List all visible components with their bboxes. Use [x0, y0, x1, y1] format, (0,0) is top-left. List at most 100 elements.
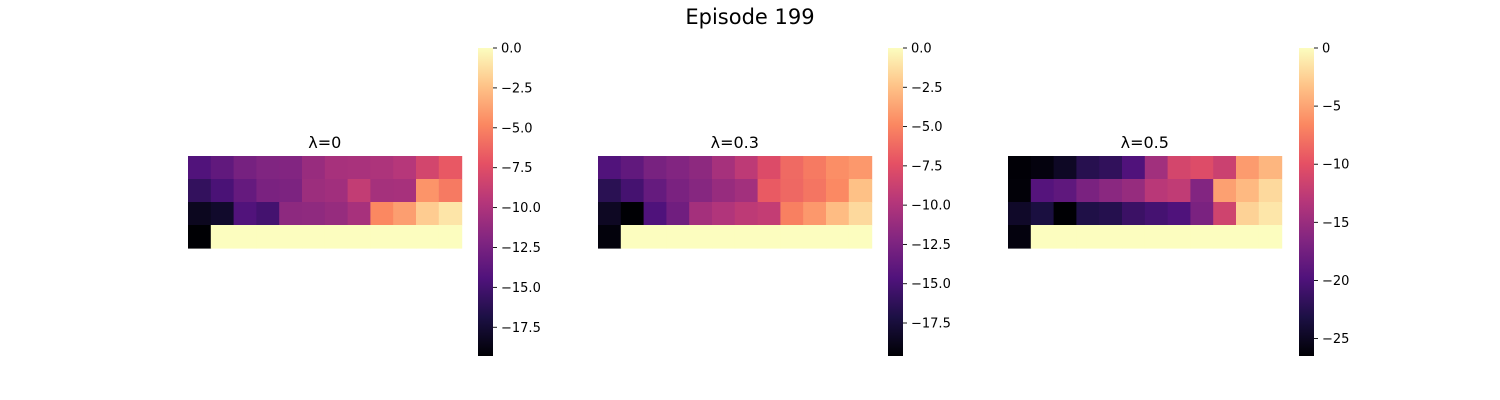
colorbar-tick-label: −10 [1322, 158, 1349, 173]
heatmap-cell [324, 202, 349, 226]
heatmap-panel: λ=0.3 0.0 −2.5 −5.0 −7.5 −10.0 −12.5 −15.0 −17.5 [598, 42, 951, 356]
heatmap-cell [803, 225, 827, 249]
heatmap-cell [1008, 225, 1032, 249]
colorbar-tick-label: −5 [1322, 100, 1341, 115]
heatmap-cell [1076, 202, 1100, 226]
colorbar-tick-label: −15.0 [911, 277, 951, 292]
heatmap-cell [1053, 225, 1077, 249]
heatmap-cell [279, 156, 303, 180]
heatmap-cell [826, 179, 850, 203]
heatmap-cell [1122, 179, 1146, 203]
heatmap-cell [438, 202, 463, 226]
colorbar-tick-label: −7.5 [911, 159, 943, 174]
heatmap-cell [210, 156, 235, 180]
heatmap-cell [370, 225, 394, 249]
colorbar-tick-label: 0 [1322, 42, 1330, 57]
heatmap-cell [780, 179, 804, 203]
heatmap-cell [734, 225, 759, 249]
heatmap-cell [1076, 179, 1100, 203]
heatmap-cell [347, 202, 371, 226]
heatmap-cell [416, 179, 440, 203]
heatmap-cell [1076, 225, 1100, 249]
heatmap-cell [438, 156, 463, 180]
heatmap-cell [826, 225, 850, 249]
heatmap-cell [757, 179, 781, 203]
heatmap-cell [210, 202, 235, 226]
heatmap-cell [393, 179, 417, 203]
heatmap-cell [666, 202, 690, 226]
colorbar-tick-label: 0.0 [911, 42, 932, 57]
colorbar-tick-label: −20 [1322, 274, 1349, 289]
heatmap-cell [826, 202, 850, 226]
heatmap-cell [1030, 225, 1055, 249]
heatmap-cell [689, 156, 713, 180]
heatmap-cell [1030, 179, 1055, 203]
heatmap-cell [803, 202, 827, 226]
heatmap-cell [1190, 202, 1214, 226]
heatmap-cell [188, 202, 212, 226]
heatmap-cell [393, 202, 417, 226]
heatmap-cell [1167, 225, 1191, 249]
colorbar-tick-label: −7.5 [501, 161, 533, 176]
heatmap-cell [712, 202, 736, 226]
heatmap-cell [620, 156, 645, 180]
heatmap-cell [1190, 156, 1214, 180]
heatmap-cell [188, 179, 212, 203]
heatmap-cell [1122, 225, 1146, 249]
heatmap-cell [780, 225, 804, 249]
heatmap-cell [256, 225, 280, 249]
heatmap-cell [1008, 179, 1032, 203]
heatmap-cell [1167, 156, 1191, 180]
heatmap-cell [1258, 156, 1283, 180]
heatmap-cell [848, 179, 873, 203]
heatmap-cell [347, 225, 371, 249]
heatmap-cell [1258, 179, 1283, 203]
heatmap-cell [188, 156, 212, 180]
heatmap-cell [256, 202, 280, 226]
heatmap-cell [1167, 202, 1191, 226]
heatmap-cell [416, 225, 440, 249]
heatmap-cell [780, 156, 804, 180]
heatmap-cell [279, 225, 303, 249]
colorbar [1299, 48, 1314, 356]
heatmap-cell [598, 156, 622, 180]
heatmap-panel: λ=0 0.0 −2.5 −5.0 −7.5 −10.0 −12.5 −15.0 −17.5 [188, 42, 541, 356]
heatmap-cell [689, 225, 713, 249]
heatmap-cell [370, 156, 394, 180]
colorbar-tick-label: −12.5 [501, 241, 541, 256]
heatmap-cell [1236, 202, 1260, 226]
heatmap-cell [1144, 179, 1169, 203]
heatmap-cell [734, 156, 759, 180]
heatmap-cell [1190, 225, 1214, 249]
figure-title: Episode 199 [685, 5, 814, 29]
heatmap-cell [1099, 156, 1123, 180]
heatmap-cell [416, 202, 440, 226]
heatmap-cell [1122, 202, 1146, 226]
panel-title: λ=0.3 [711, 133, 759, 152]
heatmap-cell [302, 225, 326, 249]
colorbar [478, 48, 493, 356]
heatmap-cell [370, 202, 394, 226]
colorbar-tick-label: −10.0 [501, 201, 541, 216]
heatmap-cell [256, 179, 280, 203]
heatmap-cell [1236, 179, 1260, 203]
heatmap-cell [712, 156, 736, 180]
heatmap-cell [1144, 156, 1169, 180]
heatmap-cell [1258, 202, 1283, 226]
heatmap-cell [1213, 225, 1237, 249]
heatmap-cell [393, 225, 417, 249]
heatmap-cell [826, 156, 850, 180]
colorbar-tick-label: 0.0 [501, 42, 522, 57]
heatmap-cell [438, 179, 463, 203]
heatmap-cell [598, 179, 622, 203]
heatmap-cell [666, 156, 690, 180]
heatmap-cell [757, 156, 781, 180]
heatmap-cell [803, 156, 827, 180]
colorbar-tick-label: −10.0 [911, 199, 951, 214]
colorbar [888, 48, 903, 356]
heatmap-cell [1213, 202, 1237, 226]
heatmap-cell [1099, 179, 1123, 203]
heatmap-cell [689, 179, 713, 203]
